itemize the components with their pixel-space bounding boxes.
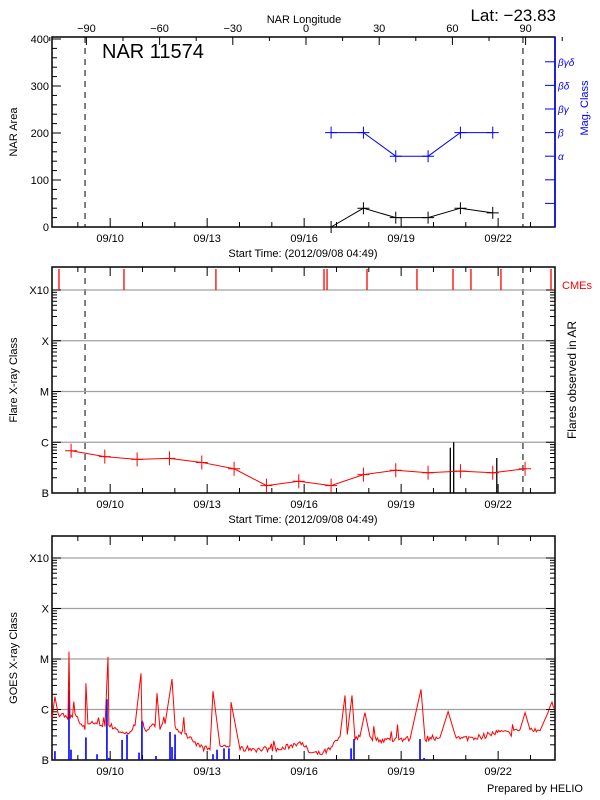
- area-point: [325, 221, 338, 233]
- class-tick-label: C: [41, 437, 49, 449]
- x-tick-label: 09/10: [96, 499, 124, 511]
- y-tick-label: 400: [31, 34, 49, 46]
- y-tick-label: 0: [43, 222, 49, 234]
- goes-class-axis-label: GOES X-ray Class: [8, 612, 20, 704]
- x-tick-label: 09/19: [387, 499, 415, 511]
- x-tick-label: 09/22: [484, 766, 512, 778]
- flares-observed-axis-label: Flares observed in AR: [565, 321, 579, 439]
- x-tick-label: 09/22: [484, 233, 512, 245]
- flare-trend-point: [486, 465, 499, 480]
- mag-class-line: [331, 132, 493, 157]
- panel1-frame: [51, 36, 556, 228]
- x-tick-label: 09/16: [290, 233, 318, 245]
- mag-tick-label: βδ: [557, 81, 570, 92]
- x-tick-label: 09/10: [96, 766, 124, 778]
- flare-trend-point: [357, 467, 370, 482]
- class-tick-label: X: [42, 336, 50, 348]
- lon-tick-label: −30: [223, 23, 242, 35]
- prepared-by-label: Prepared by HELIO: [487, 783, 583, 795]
- x-tick-label: 09/13: [193, 233, 221, 245]
- panel2-frame: [51, 266, 556, 494]
- x-tick-label: 09/13: [193, 499, 221, 511]
- flare-trend-point: [163, 451, 176, 466]
- lon-tick-label: 30: [373, 23, 385, 35]
- mag-class-point: [389, 150, 402, 163]
- mag-class-point: [357, 126, 370, 139]
- panel2-xlabel: Start Time: (2012/09/08 04:49): [228, 514, 377, 526]
- class-tick-label: X: [42, 604, 50, 616]
- y-tick-label: 300: [31, 81, 49, 93]
- mag-tick-label: β: [557, 129, 564, 140]
- class-tick-label: B: [42, 755, 49, 767]
- area-line: [330, 207, 493, 228]
- class-tick-label: X10: [29, 553, 49, 565]
- x-tick-label: 09/10: [96, 233, 124, 245]
- y-tick-label: 200: [31, 128, 49, 140]
- x-tick-label: 09/19: [387, 766, 415, 778]
- class-tick-label: B: [42, 488, 49, 500]
- mag-tick-label: α: [558, 152, 564, 163]
- class-tick-label: X10: [29, 285, 49, 297]
- cme-label: CMEs: [562, 280, 592, 292]
- mag-class-point: [422, 150, 435, 163]
- mag-class-point: [486, 126, 499, 139]
- goes-xray-flux-line: [51, 651, 556, 756]
- mag-class-point: [325, 126, 338, 139]
- flare-trend-point: [98, 449, 111, 464]
- area-point: [422, 211, 435, 224]
- flare-trend-point: [325, 478, 338, 493]
- x-tick-label: 09/19: [387, 233, 415, 245]
- flare-trend-point: [228, 461, 241, 476]
- y-tick-label: 100: [31, 175, 49, 187]
- mag-tick-label: βγδ: [557, 58, 575, 69]
- flare-trend-point: [65, 443, 78, 458]
- nar-title: NAR 11574: [102, 41, 204, 63]
- flare-trend-point: [260, 478, 273, 493]
- lon-tick-label: −60: [150, 23, 169, 35]
- class-tick-label: C: [41, 705, 49, 717]
- area-point: [486, 206, 499, 219]
- mag-tick-label: βγ: [557, 105, 570, 116]
- flare-trend-line: [71, 450, 526, 487]
- mag-class-point: [454, 126, 467, 139]
- flare-trend-point: [422, 465, 435, 480]
- x-tick-label: 09/13: [193, 766, 221, 778]
- lon-tick-label: 0: [303, 23, 309, 35]
- class-tick-label: M: [40, 387, 49, 399]
- lon-tick-label: 60: [446, 23, 458, 35]
- flare-class-axis-label: Flare X-ray Class: [8, 337, 20, 422]
- lon-tick-label: 90: [519, 23, 531, 35]
- lat-label: Lat: −23.83: [470, 6, 556, 25]
- flare-trend-point: [292, 474, 305, 489]
- nar-longitude-axis-label: NAR Longitude: [267, 14, 342, 26]
- flare-trend-point: [454, 464, 467, 479]
- lon-tick-label: −90: [77, 23, 96, 35]
- nar-area-axis-label: NAR Area: [8, 107, 20, 157]
- flare-trend-point: [519, 461, 532, 476]
- area-point: [357, 202, 370, 215]
- x-tick-label: 09/22: [484, 499, 512, 511]
- flare-trend-point: [389, 463, 402, 478]
- panel3-frame: [51, 535, 556, 761]
- area-point: [454, 202, 467, 215]
- x-tick-label: 09/16: [290, 766, 318, 778]
- panel1-xlabel: Start Time: (2012/09/08 04:49): [228, 248, 377, 260]
- flare-trend-point: [131, 452, 144, 467]
- mag-class-axis-label: Mag. Class: [579, 80, 591, 136]
- x-tick-label: 09/16: [290, 499, 318, 511]
- area-point: [389, 211, 402, 224]
- class-tick-label: M: [40, 654, 49, 666]
- flare-trend-point: [195, 455, 208, 470]
